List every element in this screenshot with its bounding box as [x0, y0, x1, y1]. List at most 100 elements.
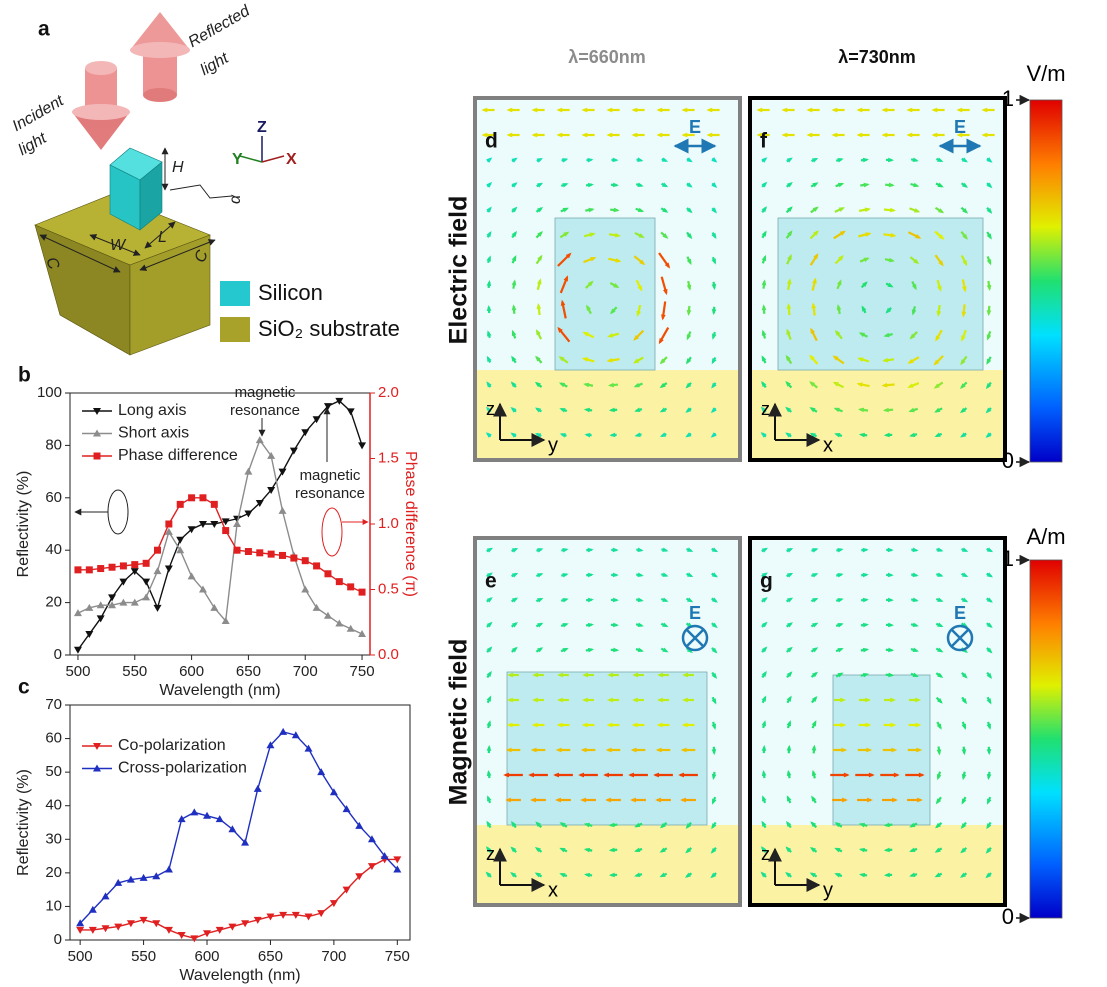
y2-tick-label: 0.5	[378, 580, 399, 597]
data-marker	[330, 788, 338, 795]
plot-frame	[70, 393, 370, 655]
x-tick-label: 500	[68, 948, 93, 965]
annotation: magnetic	[300, 467, 361, 484]
data-marker	[305, 914, 313, 921]
silicon-region	[778, 218, 983, 370]
data-marker	[279, 552, 286, 559]
colorbar-tick-label: 1	[1002, 86, 1014, 111]
panel-letter: c	[18, 676, 30, 699]
panel-letter: g	[760, 570, 773, 593]
data-marker	[120, 562, 127, 569]
y-tick-label: 10	[45, 897, 62, 914]
data-marker	[245, 548, 252, 555]
data-marker	[165, 566, 173, 573]
y-tick-label: 30	[45, 830, 62, 847]
axis-letter: x	[548, 879, 558, 901]
data-marker	[210, 604, 218, 611]
y2-axis-label: Phase difference (π)	[402, 451, 419, 597]
legend-label: Silicon	[258, 280, 323, 305]
data-marker	[302, 557, 309, 564]
silicon-pillar	[110, 148, 162, 230]
panel-letter: e	[485, 570, 497, 593]
data-marker	[358, 630, 366, 637]
data-marker	[358, 442, 366, 449]
data-marker	[256, 549, 263, 556]
y-tick-label: 70	[45, 696, 62, 713]
axis-letter: Z	[257, 119, 267, 136]
y-tick-label: 0	[54, 646, 62, 663]
data-marker	[152, 872, 160, 879]
data-marker	[108, 594, 116, 601]
data-marker	[74, 609, 82, 616]
data-marker	[97, 565, 104, 572]
data-marker	[256, 436, 264, 443]
field-label: E	[689, 603, 701, 623]
beam-label: Reflected	[186, 2, 254, 51]
data-marker	[109, 564, 116, 571]
y-tick-label: 80	[45, 436, 62, 453]
panel-letter: b	[18, 364, 31, 387]
data-marker	[268, 551, 275, 558]
y-axis-label: Reflectivity (%)	[15, 471, 32, 578]
data-marker	[142, 593, 150, 600]
axis-letter: z	[486, 399, 495, 419]
x-tick-label: 700	[321, 948, 346, 965]
y2-tick-label: 0.0	[378, 646, 399, 663]
data-marker	[244, 511, 252, 518]
data-marker	[233, 520, 241, 527]
annotation: magnetic	[235, 384, 296, 401]
legend-marker	[94, 453, 101, 460]
series-line	[78, 498, 362, 592]
x-tick-label: 650	[258, 948, 283, 965]
data-marker	[211, 501, 218, 508]
y-tick-label: 0	[54, 931, 62, 948]
colorbar	[1030, 100, 1062, 462]
data-marker	[244, 468, 252, 475]
reflected-beam	[130, 12, 190, 102]
data-marker	[301, 429, 309, 436]
panel-letter: a	[38, 18, 50, 41]
y-tick-label: 60	[45, 489, 62, 506]
data-marker	[290, 448, 298, 455]
data-marker	[279, 728, 287, 735]
y-tick-label: 20	[45, 864, 62, 881]
incident-beam	[72, 61, 130, 150]
axis-letter: x	[823, 434, 833, 456]
x-tick-label: 550	[122, 663, 147, 680]
annotation: resonance	[230, 402, 300, 419]
silicon-region	[555, 218, 655, 370]
data-marker	[336, 578, 343, 585]
data-marker	[324, 612, 332, 619]
row-label: Electric field	[445, 196, 473, 345]
y-tick-label: 20	[45, 594, 62, 611]
panel-letter: d	[485, 130, 498, 153]
annotation: resonance	[295, 485, 365, 502]
data-marker	[176, 537, 184, 544]
data-marker	[154, 567, 162, 574]
x-axis-label: Wavelength (nm)	[159, 682, 280, 699]
data-marker	[131, 561, 138, 568]
data-marker	[301, 586, 309, 593]
data-marker	[152, 920, 160, 927]
y-axis-label: Reflectivity (%)	[15, 769, 32, 876]
data-marker	[142, 579, 150, 586]
y2-tick-label: 1.0	[378, 515, 399, 532]
coordinate-axes	[240, 136, 284, 162]
legend-label: Short axis	[118, 425, 189, 442]
colorbar-tick-label: 0	[1002, 904, 1014, 929]
data-marker	[190, 935, 198, 942]
data-marker	[74, 566, 81, 573]
legend-label: Long axis	[118, 402, 187, 419]
data-marker	[199, 494, 206, 501]
data-marker	[347, 625, 355, 632]
beam-label: Incident	[10, 92, 68, 135]
axis-letter: z	[761, 844, 770, 864]
axis-letter: Y	[232, 151, 243, 168]
x-tick-label: 750	[385, 948, 410, 965]
y-tick-label: 40	[45, 541, 62, 558]
data-marker	[279, 507, 287, 514]
x-tick-label: 550	[131, 948, 156, 965]
x-tick-label: 600	[194, 948, 219, 965]
legend-label: SiO₂ substrate	[258, 316, 400, 341]
